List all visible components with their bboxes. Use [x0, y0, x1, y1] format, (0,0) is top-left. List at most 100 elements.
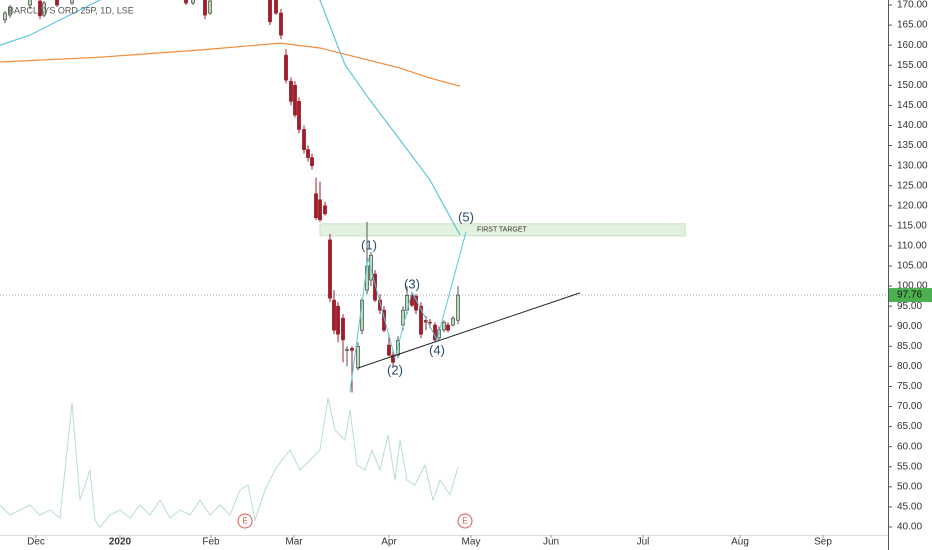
- y-tick-label: 120.00: [897, 200, 928, 211]
- target-zone: [319, 223, 686, 237]
- wave-label: (3): [404, 276, 420, 291]
- y-tick-label: 140.00: [897, 120, 928, 131]
- candle-body: [302, 129, 306, 150]
- candle-body: [310, 157, 314, 166]
- y-tick-label: 165.00: [897, 20, 928, 31]
- earnings-label: E: [462, 517, 467, 526]
- y-tick-label: 135.00: [897, 140, 928, 151]
- candle-body: [306, 149, 310, 158]
- earnings-label: E: [242, 517, 247, 526]
- candle-body: [3, 12, 7, 21]
- wave-label: (2): [387, 363, 403, 378]
- candle-body: [274, 0, 278, 14]
- x-tick-label: Dec: [27, 537, 45, 548]
- y-tick-label: 60.00: [897, 441, 922, 452]
- y-tick-label: 155.00: [897, 60, 928, 71]
- x-tick-label: 2020: [109, 537, 132, 548]
- y-tick-label: 50.00: [897, 481, 922, 492]
- y-tick-label: 110.00: [897, 241, 927, 252]
- x-tick-label: Aug: [731, 537, 749, 548]
- candle-body: [208, 0, 212, 14]
- y-tick-label: 95.00: [897, 301, 922, 312]
- y-tick-label: 170.00: [897, 0, 928, 11]
- candle-body: [38, 0, 42, 17]
- y-tick-label: 75.00: [897, 381, 922, 392]
- candle-body: [203, 0, 207, 16]
- moving-average: [0, 42, 461, 87]
- candle-body: [419, 305, 423, 335]
- y-tick-label: 115.00: [897, 220, 927, 231]
- x-tick-label: Mar: [285, 537, 303, 548]
- x-tick-label: Feb: [202, 537, 220, 548]
- x-tick-label: May: [462, 537, 481, 548]
- y-tick-label: 125.00: [897, 180, 928, 191]
- candle-body: [314, 193, 318, 219]
- candle-body: [446, 324, 450, 331]
- candle-body: [318, 199, 322, 221]
- candle-body: [55, 0, 59, 6]
- last-price-label: 97.76: [897, 290, 922, 301]
- candle-body: [345, 349, 349, 351]
- candle-body: [391, 354, 395, 363]
- target-label: FIRST TARGET: [477, 227, 528, 234]
- y-tick-label: 130.00: [897, 160, 928, 171]
- candle-body: [28, 0, 32, 6]
- candle-body: [332, 299, 336, 331]
- y-tick-label: 40.00: [897, 522, 922, 533]
- x-tick-label: Apr: [381, 537, 397, 548]
- wave-label: (5): [458, 209, 474, 224]
- candle-body: [442, 321, 446, 331]
- earnings-marker: [457, 513, 473, 529]
- candle-body: [456, 294, 460, 321]
- y-tick-label: 55.00: [897, 461, 922, 472]
- last-price-tag: [889, 288, 932, 303]
- candle-body: [297, 101, 301, 130]
- earnings-marker: [237, 513, 253, 529]
- candle-body: [336, 305, 340, 335]
- candle-body: [184, 0, 188, 4]
- candle-body: [356, 345, 360, 369]
- candle-body: [341, 317, 345, 341]
- candle-body: [268, 0, 272, 23]
- y-tick-label: 100.00: [897, 281, 928, 292]
- y-tick-label: 85.00: [897, 341, 922, 352]
- candle-body: [387, 344, 391, 356]
- y-tick-label: 105.00: [897, 261, 928, 272]
- y-tick-label: 70.00: [897, 401, 922, 412]
- candle-body: [382, 309, 386, 331]
- candle-body: [191, 0, 195, 4]
- wave-label: (4): [429, 343, 445, 358]
- candle-body: [365, 265, 369, 291]
- y-tick-label: 45.00: [897, 502, 922, 513]
- candle-body: [378, 299, 382, 311]
- y-tick-label: 150.00: [897, 80, 928, 91]
- candle-body: [350, 348, 354, 351]
- x-tick-label: Sep: [814, 537, 832, 548]
- chart-title: BARCLAYS ORD 25P, 1D, LSE: [8, 5, 134, 15]
- candle-body: [373, 273, 377, 301]
- plot-area: FIRST TARGET (1) (2) (3) (4) (5): [0, 0, 888, 528]
- candle-body: [293, 85, 297, 116]
- x-tick-label: Jun: [543, 537, 559, 548]
- wave-line: [349, 231, 467, 393]
- trend-line: [357, 292, 581, 369]
- candle-body: [70, 0, 74, 4]
- candle-body: [289, 81, 293, 102]
- volume-line: [0, 397, 459, 528]
- y-tick-label: 65.00: [897, 421, 922, 432]
- y-tick-label: 145.00: [897, 100, 928, 111]
- candle-body: [279, 12, 283, 36]
- wave-label: (1): [361, 237, 377, 252]
- candle-body: [410, 295, 414, 306]
- candle-body: [42, 2, 46, 16]
- x-tick-label: Jul: [637, 537, 650, 548]
- candle-body: [8, 6, 12, 16]
- candle-body: [428, 321, 432, 324]
- candle-body: [451, 317, 455, 326]
- candle-body: [284, 54, 288, 81]
- candle-body: [328, 239, 332, 299]
- y-tick-label: 160.00: [897, 40, 928, 51]
- y-tick-label: 90.00: [897, 321, 922, 332]
